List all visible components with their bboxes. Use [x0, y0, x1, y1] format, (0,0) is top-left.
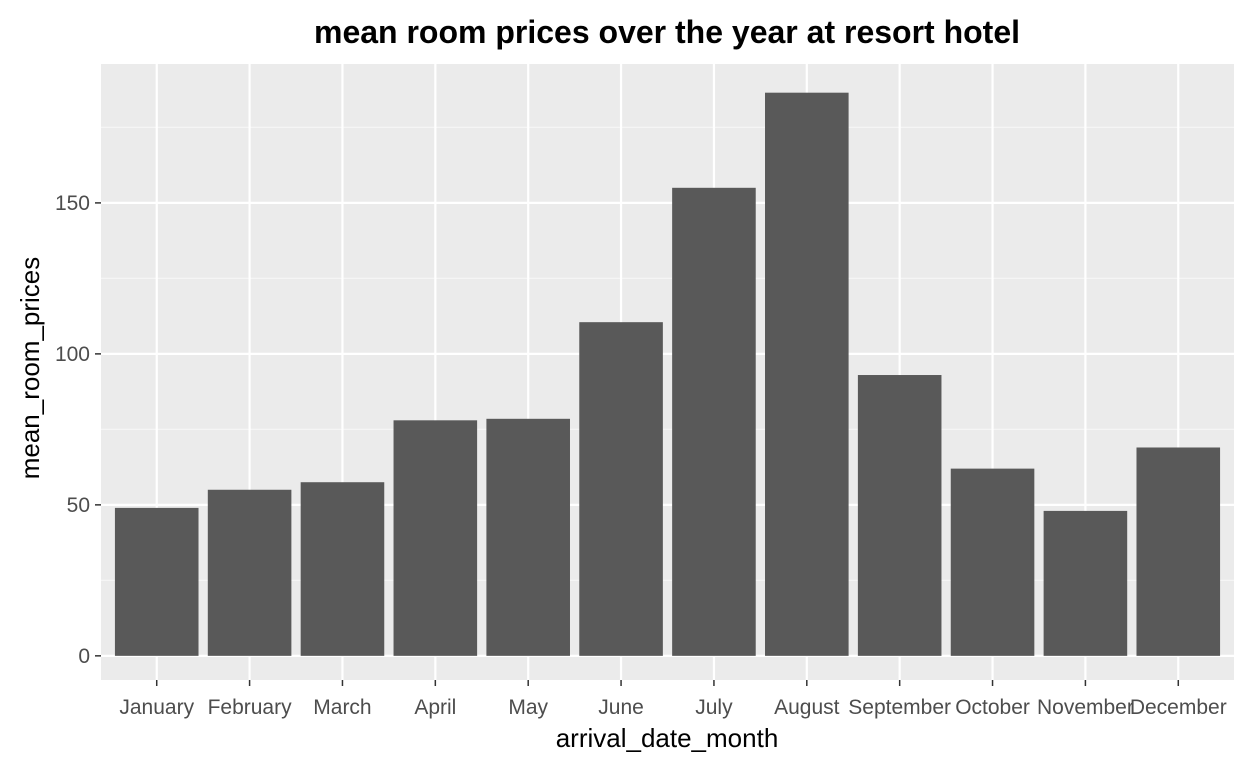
y-axis-ticks: 0 50 100 150 [55, 192, 101, 668]
x-tick-label-march: March [313, 696, 371, 719]
x-axis-title: arrival_date_month [556, 723, 779, 753]
x-tick-label-september: September [848, 696, 951, 719]
bar-april [393, 420, 478, 656]
bar-november [1043, 510, 1128, 656]
bar-may [486, 418, 570, 656]
bar-february [207, 489, 292, 656]
y-tick-label: 100 [55, 343, 90, 366]
y-tick-label: 150 [55, 192, 90, 215]
bar-september [857, 375, 942, 656]
x-tick-label-june: June [598, 696, 644, 719]
chart-title: mean room prices over the year at resort… [314, 14, 1020, 50]
bar-january [114, 507, 199, 656]
bar-october [950, 468, 1035, 656]
x-tick-label-july: July [695, 696, 733, 719]
bar-march [300, 482, 385, 656]
x-tick-label-august: August [774, 696, 840, 719]
bar-june [579, 322, 663, 656]
bar-august [765, 92, 849, 656]
bars [114, 92, 1221, 656]
x-axis-ticks: January February March April May June July Augu… [119, 680, 1227, 719]
x-tick-label-january: January [119, 696, 194, 719]
x-tick-label-november: November [1037, 696, 1134, 719]
x-tick-label-may: May [508, 696, 548, 719]
x-tick-label-february: February [208, 696, 293, 719]
x-tick-label-april: April [414, 696, 456, 719]
y-tick-label: 0 [78, 645, 90, 668]
x-tick-label-october: October [955, 696, 1030, 719]
y-tick-label: 50 [67, 494, 90, 517]
bar-december [1136, 447, 1221, 656]
y-axis-title: mean_room_prices [15, 257, 45, 480]
bar-july [672, 187, 756, 656]
x-tick-label-december: December [1130, 696, 1227, 719]
